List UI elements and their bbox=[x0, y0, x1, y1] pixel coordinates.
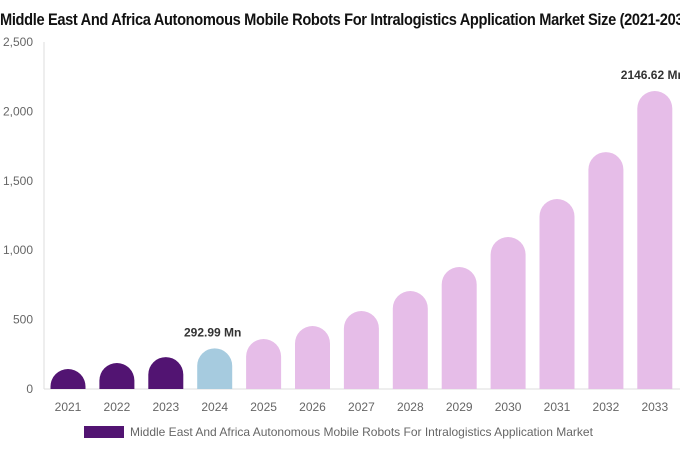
x-tick-label: 2027 bbox=[348, 400, 375, 414]
x-tick-label: 2024 bbox=[201, 400, 228, 414]
x-tick-label: 2032 bbox=[593, 400, 620, 414]
x-tick-label: 2029 bbox=[446, 400, 473, 414]
legend-label: Middle East And Africa Autonomous Mobile… bbox=[130, 425, 593, 439]
x-tick-label: 2031 bbox=[544, 400, 571, 414]
x-tick-label: 2021 bbox=[55, 400, 82, 414]
bar-2025 bbox=[246, 339, 282, 389]
y-tick-label: 0 bbox=[26, 382, 33, 396]
y-tick-label: 500 bbox=[13, 313, 33, 327]
y-tick-label: 1,000 bbox=[3, 243, 33, 257]
x-tick-label: 2022 bbox=[104, 400, 131, 414]
bar-2024 bbox=[197, 348, 233, 389]
y-tick-label: 2,000 bbox=[3, 104, 33, 118]
x-tick-label: 2026 bbox=[299, 400, 326, 414]
bar-2030 bbox=[490, 237, 526, 389]
y-tick-label: 1,500 bbox=[3, 174, 33, 188]
x-tick-label: 2023 bbox=[152, 400, 179, 414]
bar-2023 bbox=[148, 357, 184, 389]
legend-swatch bbox=[84, 426, 124, 438]
x-tick-label: 2025 bbox=[250, 400, 277, 414]
bar-2031 bbox=[539, 198, 575, 389]
bar-2022 bbox=[99, 363, 135, 389]
x-tick-label: 2033 bbox=[641, 400, 668, 414]
bar-2026 bbox=[295, 325, 330, 389]
bar-2028 bbox=[392, 291, 428, 389]
bar-2021 bbox=[50, 369, 86, 389]
data-label: 2146.62 Mn bbox=[621, 68, 680, 82]
legend: Middle East And Africa Autonomous Mobile… bbox=[84, 425, 593, 439]
x-tick-label: 2028 bbox=[397, 400, 424, 414]
y-tick-label: 2,500 bbox=[3, 35, 33, 49]
bar-2027 bbox=[343, 310, 379, 389]
x-tick-label: 2030 bbox=[495, 400, 522, 414]
data-label: 292.99 Mn bbox=[184, 325, 241, 339]
bar-2032 bbox=[588, 152, 624, 389]
chart-title: Middle East And Africa Autonomous Mobile… bbox=[0, 10, 680, 29]
bar-2033 bbox=[637, 91, 673, 390]
bar-2029 bbox=[441, 266, 477, 389]
